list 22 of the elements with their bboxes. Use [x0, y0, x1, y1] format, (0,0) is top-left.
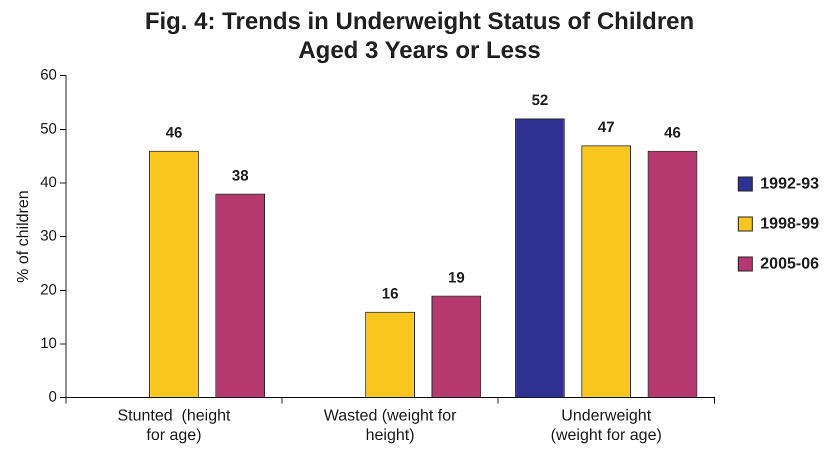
data-label: 16: [382, 285, 398, 302]
legend-label: 2005-06: [760, 255, 820, 272]
y-tick-label: 10: [40, 335, 57, 352]
y-tick-label: 30: [40, 228, 57, 245]
chart-title: Fig. 4: Trends in Underweight Status of Children Aged 3 Years or Less: [144, 8, 694, 64]
legend-label: 1992-93: [760, 175, 820, 192]
y-tick-label: 50: [40, 120, 57, 138]
legend-label: 1998-99: [760, 215, 820, 232]
data-label: 46: [166, 124, 182, 142]
data-label: 47: [598, 119, 615, 136]
y-axis-title: % of children: [15, 190, 32, 283]
data-label: 52: [532, 92, 548, 110]
y-tick-label: 0: [48, 388, 57, 406]
x-tick-label: Wasted (weight for height): [324, 408, 458, 444]
y-tick-label: 40: [40, 174, 57, 192]
data-label: 38: [232, 167, 249, 184]
y-tick-label: 60: [40, 66, 57, 84]
x-tick-label: Stunted (height for age): [117, 408, 231, 444]
data-label: 46: [664, 124, 681, 142]
data-label: 19: [448, 269, 465, 286]
y-tick-label: 20: [40, 281, 57, 298]
x-tick-label: Underweight (weight for age): [550, 408, 662, 444]
